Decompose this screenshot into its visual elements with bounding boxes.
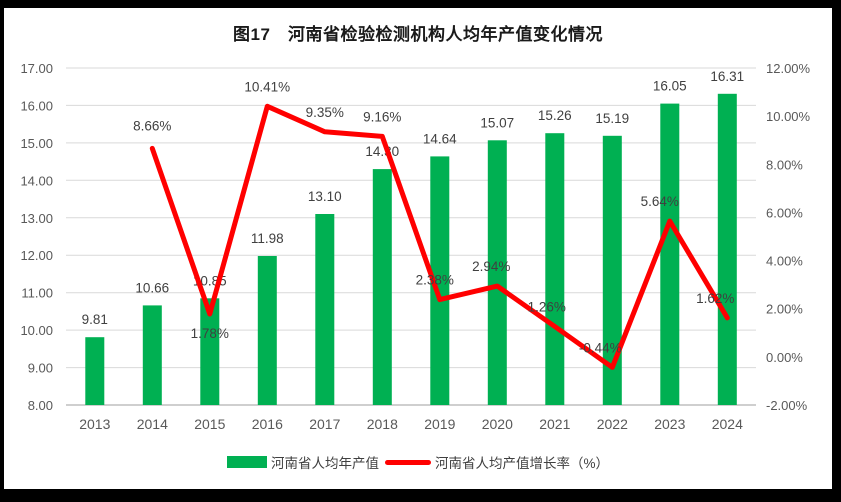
- left-axis-tick-label: 15.00: [20, 136, 53, 151]
- x-axis-label: 2015: [194, 416, 225, 432]
- legend-label-bar-series: 河南省人均年产值: [270, 456, 379, 471]
- x-axis-label: 2023: [654, 416, 685, 432]
- left-axis-tick-label: 16.00: [20, 98, 53, 113]
- x-axis-label: 2024: [712, 416, 743, 432]
- bar-2023: [660, 103, 680, 405]
- x-axis-label: 2013: [79, 416, 110, 432]
- chart-legend: 河南省人均年产值 河南省人均产值增长率（%）: [4, 451, 832, 473]
- bar-label: 15.07: [480, 115, 514, 130]
- bar-2022: [602, 135, 622, 406]
- line-label: 10.41%: [244, 79, 290, 94]
- line-label: 8.66%: [133, 118, 171, 133]
- left-axis-tick-label: 10.00: [20, 323, 53, 338]
- x-axis-label: 2019: [424, 416, 455, 432]
- line-label: 1.78%: [191, 326, 229, 341]
- x-axis-label: 2016: [252, 416, 283, 432]
- bar-2013: [85, 337, 105, 405]
- line-label: 2.94%: [472, 259, 510, 274]
- left-axis-tick-label: 17.00: [20, 61, 53, 76]
- bar-2015: [200, 298, 220, 405]
- right-axis-tick-label: 12.00%: [766, 61, 811, 76]
- line-label: 1.62%: [696, 291, 734, 306]
- bar-label: 16.05: [653, 79, 687, 94]
- line-label: -0.44%: [579, 340, 622, 355]
- growth-line: [149, 103, 730, 370]
- chart-title: 图17 河南省检验检测机构人均年产值变化情况: [233, 25, 603, 44]
- x-axis-label: 2020: [482, 416, 513, 432]
- right-axis-tick-label: 10.00%: [766, 109, 811, 124]
- bar-label: 15.26: [538, 108, 572, 123]
- bar-label: 11.98: [251, 231, 284, 246]
- right-axis-tick-label: 6.00%: [766, 205, 803, 220]
- bar-label: 13.10: [308, 189, 342, 204]
- right-axis-tick-label: 8.00%: [766, 157, 803, 172]
- line-label: 2.38%: [416, 273, 454, 288]
- bar-2016: [257, 256, 277, 405]
- chart-frame: 图17 河南省检验检测机构人均年产值变化情况 17.00 16.00 15.00 14…: [4, 8, 832, 489]
- chart-canvas: 17.00 16.00 15.00 14.00 13.00 12.00 11.00 10.00…: [20, 61, 811, 432]
- left-axis-tick-label: 8.00: [28, 398, 53, 413]
- bar-label: 10.66: [135, 280, 169, 295]
- bar-label: 14.64: [423, 131, 457, 146]
- x-axis-label: 2021: [539, 416, 570, 432]
- line-label: 9.16%: [363, 109, 401, 124]
- line-label: 9.35%: [306, 105, 344, 120]
- left-axis-tick-label: 11.00: [21, 286, 53, 301]
- x-axis-label: 2022: [597, 416, 628, 432]
- right-axis-tick-label: 0.00%: [766, 350, 803, 365]
- bar-2018: [372, 169, 392, 405]
- bar-label: 14.30: [365, 144, 399, 159]
- bar-label: 9.81: [82, 312, 108, 327]
- right-axis-tick-label: 4.00%: [766, 254, 803, 269]
- line-label: 5.64%: [641, 194, 679, 209]
- chart-plot-area: 17.00 16.00 15.00 14.00 13.00 12.00 11.00 10.00…: [4, 8, 832, 489]
- right-axis-tick-label: 2.00%: [766, 302, 803, 317]
- left-axis-tick-label: 12.00: [20, 248, 53, 263]
- left-axis-tick-label: 14.00: [20, 173, 53, 188]
- line-label: 1.26%: [528, 300, 566, 315]
- bar-2021: [545, 133, 565, 405]
- bar-series-swatch-icon: [226, 456, 267, 468]
- bar-2017: [315, 214, 335, 405]
- bar-label: 16.31: [710, 69, 744, 84]
- left-axis-tick-label: 13.00: [20, 211, 53, 226]
- right-axis-tick-label: -2.00%: [766, 398, 808, 413]
- x-axis-label: 2014: [137, 416, 168, 432]
- x-axis-label: 2018: [367, 416, 398, 432]
- legend-label-line-series: 河南省人均产值增长率（%）: [434, 456, 609, 471]
- bar-2020: [487, 140, 507, 406]
- left-axis-tick-label: 9.00: [28, 361, 53, 376]
- line-series-swatch-icon: [384, 459, 431, 465]
- x-axis-label: 2017: [309, 416, 340, 432]
- bar-2014: [142, 305, 162, 405]
- bar-2024: [717, 93, 737, 406]
- bar-2019: [430, 156, 450, 405]
- bar-label: 15.19: [595, 111, 629, 126]
